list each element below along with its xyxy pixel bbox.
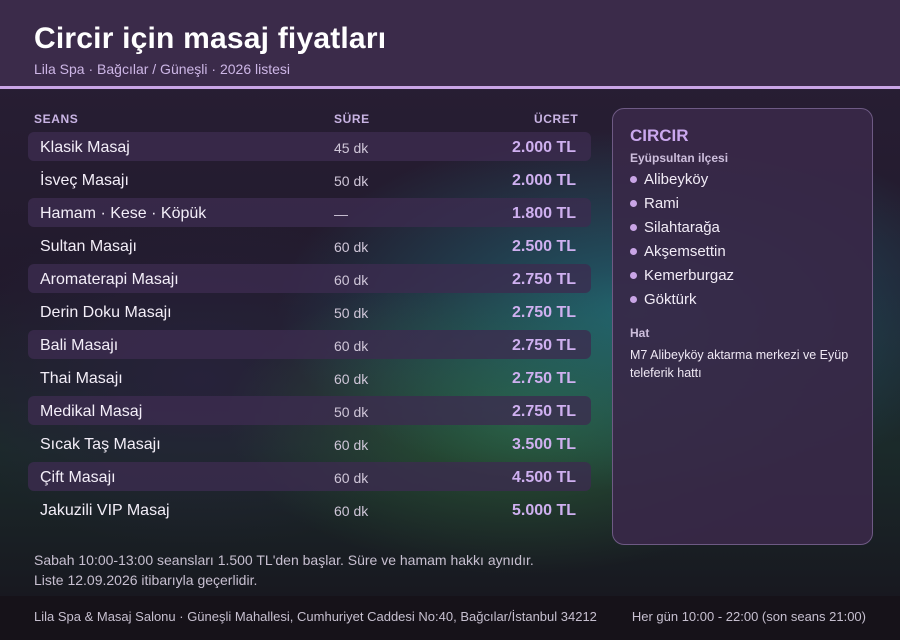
session-name: Klasik Masaj bbox=[40, 139, 130, 156]
table-row: Çift Masajı 60 dk 4.500 TL bbox=[28, 462, 591, 491]
session-name: Bali Masajı bbox=[40, 337, 119, 354]
table-row: Sultan Masajı 60 dk 2.500 TL bbox=[28, 231, 591, 260]
page-title: Circir için masaj fiyatları bbox=[34, 22, 387, 55]
note-morning-sessions: Sabah 10:00-13:00 seansları 1.500 TL'den… bbox=[34, 552, 534, 568]
neighborhood-name: Göktürk bbox=[644, 291, 697, 308]
session-price: 3.500 TL bbox=[511, 436, 576, 453]
table-row: İsveç Masajı 50 dk 2.000 TL bbox=[28, 165, 591, 194]
bullet-dot-icon bbox=[630, 224, 637, 231]
session-name: Sıcak Taş Masajı bbox=[40, 436, 161, 453]
session-price: 2.500 TL bbox=[511, 238, 576, 255]
table-row: Aromaterapi Masajı 60 dk 2.750 TL bbox=[28, 264, 591, 293]
session-duration: 60 dk bbox=[334, 338, 369, 354]
session-price: 2.750 TL bbox=[511, 271, 576, 288]
neighborhood-name: Silahtarağa bbox=[644, 219, 720, 236]
session-name: Çift Masajı bbox=[40, 469, 116, 486]
session-name: Aromaterapi Masajı bbox=[40, 271, 179, 288]
table-row: Medikal Masaj 50 dk 2.750 TL bbox=[28, 396, 591, 425]
session-price: 4.500 TL bbox=[511, 469, 576, 486]
session-duration: 60 dk bbox=[334, 239, 369, 255]
table-row: Bali Masajı 60 dk 2.750 TL bbox=[28, 330, 591, 359]
bullet-dot-icon bbox=[630, 248, 637, 255]
session-price: 1.800 TL bbox=[511, 205, 576, 222]
session-price: 2.000 TL bbox=[511, 172, 576, 189]
session-price: 2.750 TL bbox=[511, 403, 576, 420]
price-table: Klasik Masaj 45 dk 2.000 TL İsveç Masajı 50 … bbox=[28, 132, 591, 528]
panel-title: CIRCIR bbox=[630, 126, 689, 145]
list-item: Silahtarağa bbox=[630, 219, 734, 243]
table-row: Jakuzili VIP Masaj 60 dk 5.000 TL bbox=[28, 495, 591, 524]
footer-hours: Her gün 10:00 - 22:00 (son seans 21:00) bbox=[631, 609, 866, 624]
session-name: Jakuzili VIP Masaj bbox=[40, 502, 170, 519]
session-price: 5.000 TL bbox=[511, 502, 576, 519]
district-panel: CIRCIR Eyüpsultan ilçesi Alibeyköy Rami Si… bbox=[612, 108, 873, 545]
bullet-dot-icon bbox=[630, 272, 637, 279]
session-duration: 60 dk bbox=[334, 272, 369, 288]
footer-address: Lila Spa & Masaj Salonu · Güneşli Mahall… bbox=[34, 609, 597, 624]
session-name: Hamam · Kese · Köpük bbox=[40, 205, 207, 222]
session-name: Derin Doku Masajı bbox=[40, 304, 172, 321]
footer: Lila Spa & Masaj Salonu · Güneşli Mahall… bbox=[0, 596, 900, 640]
bullet-dot-icon bbox=[630, 176, 637, 183]
session-duration: 45 dk bbox=[334, 140, 369, 156]
session-price: 2.750 TL bbox=[511, 304, 576, 321]
table-row: Hamam · Kese · Köpük — 1.800 TL bbox=[28, 198, 591, 227]
session-duration: 60 dk bbox=[334, 371, 369, 387]
table-row: Derin Doku Masajı 50 dk 2.750 TL bbox=[28, 297, 591, 326]
session-price: 2.000 TL bbox=[511, 139, 576, 156]
session-price: 2.750 TL bbox=[511, 337, 576, 354]
neighborhood-list: Alibeyköy Rami Silahtarağa Akşemsettin Kemer… bbox=[630, 171, 734, 315]
session-price: 2.750 TL bbox=[511, 370, 576, 387]
page-header: Circir için masaj fiyatları Lila Spa · B… bbox=[0, 0, 900, 89]
neighborhood-name: Alibeyköy bbox=[644, 171, 709, 188]
session-name: Medikal Masaj bbox=[40, 403, 143, 420]
session-duration: 60 dk bbox=[334, 437, 369, 453]
list-item: Göktürk bbox=[630, 291, 734, 315]
table-row: Klasik Masaj 45 dk 2.000 TL bbox=[28, 132, 591, 161]
panel-subtitle: Eyüpsultan ilçesi bbox=[630, 151, 729, 165]
list-item: Kemerburgaz bbox=[630, 267, 734, 291]
transit-line-text: M7 Alibeyköy aktarma merkezi ve Eyüp tel… bbox=[630, 348, 849, 380]
session-name: İsveç Masajı bbox=[40, 172, 129, 189]
session-duration: 50 dk bbox=[334, 173, 369, 189]
column-header-session: SEANS bbox=[34, 112, 79, 126]
session-duration: 60 dk bbox=[334, 470, 369, 486]
bullet-dot-icon bbox=[630, 200, 637, 207]
column-header-duration: SÜRE bbox=[334, 112, 370, 126]
note-validity: Liste 12.09.2026 itibarıyla geçerlidir. bbox=[34, 572, 258, 588]
session-duration: 50 dk bbox=[334, 404, 369, 420]
column-header-price: ÜCRET bbox=[534, 112, 579, 126]
neighborhood-name: Rami bbox=[644, 195, 680, 212]
transit-line-label: Hat bbox=[630, 326, 650, 340]
bullet-dot-icon bbox=[630, 296, 637, 303]
list-item: Rami bbox=[630, 195, 734, 219]
session-duration: 60 dk bbox=[334, 503, 369, 519]
session-duration: — bbox=[334, 206, 348, 222]
table-row: Thai Masajı 60 dk 2.750 TL bbox=[28, 363, 591, 392]
session-duration: 50 dk bbox=[334, 305, 369, 321]
table-row: Sıcak Taş Masajı 60 dk 3.500 TL bbox=[28, 429, 591, 458]
list-item: Alibeyköy bbox=[630, 171, 734, 195]
neighborhood-name: Kemerburgaz bbox=[644, 267, 735, 284]
neighborhood-name: Akşemsettin bbox=[644, 243, 726, 260]
page-subtitle: Lila Spa · Bağcılar / Güneşli · 2026 lis… bbox=[34, 61, 291, 77]
session-name: Thai Masajı bbox=[40, 370, 123, 387]
session-name: Sultan Masajı bbox=[40, 238, 137, 255]
list-item: Akşemsettin bbox=[630, 243, 734, 267]
